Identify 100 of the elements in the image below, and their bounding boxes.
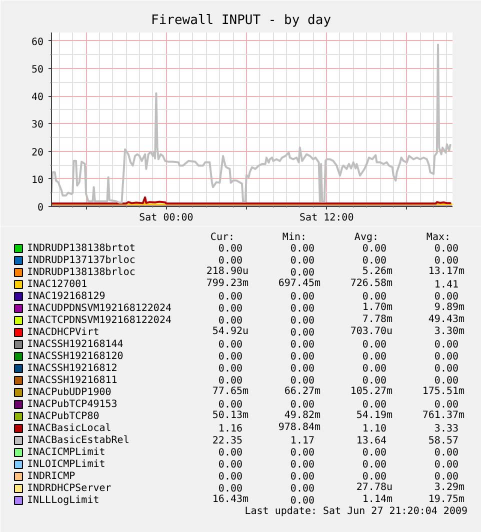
text: 0.00	[434, 400, 459, 411]
text: 0.00	[290, 292, 315, 303]
chart-title: Firewall INPUT - by day	[151, 13, 332, 28]
x-tick-label: Sat 00:00	[139, 212, 194, 224]
text: Avg:	[354, 232, 379, 243]
legend-label: INDRICMP	[27, 470, 76, 482]
legend-label: INACSSH192168120	[27, 350, 124, 362]
text: 175.51m	[422, 386, 465, 398]
text: 0.00	[362, 376, 387, 387]
text: 0.00	[434, 352, 459, 363]
text: 0.00	[218, 292, 243, 303]
text: 0.00	[290, 316, 315, 327]
text: 54.19m	[356, 410, 392, 422]
text: 13.17m	[428, 266, 464, 278]
legend-label: INDRUDP138138brtot	[27, 242, 136, 254]
text: 0.00	[434, 244, 459, 255]
legend-label: INACUDPDNSVM192168122024	[27, 302, 172, 314]
text: 3.29m	[434, 482, 465, 494]
legend-label: INAC127001	[27, 278, 88, 290]
text: 0.00	[434, 472, 459, 483]
text: 1.41	[434, 280, 459, 291]
text: 0.00	[218, 400, 243, 411]
text: 0.00	[290, 376, 315, 387]
y-tick-label: 20	[31, 147, 44, 158]
line-series	[52, 44, 452, 204]
text: 1.16	[218, 424, 243, 435]
text: 0.00	[218, 316, 243, 327]
text: 3.33	[434, 424, 459, 435]
text: 0.00	[218, 448, 243, 459]
text: 0.00	[218, 244, 243, 255]
text: 5.26m	[362, 266, 393, 278]
text: 16.43m	[212, 494, 248, 506]
text: 0.00	[290, 472, 315, 483]
text: Cur:	[210, 232, 235, 243]
text: 0.00	[434, 364, 459, 375]
text: 22.35	[212, 436, 243, 447]
text: 761.37m	[422, 410, 465, 422]
text: 726.58m	[350, 278, 393, 290]
text: 0.00	[218, 304, 243, 315]
text: 0.00	[290, 328, 315, 339]
text: 0.00	[362, 472, 387, 483]
text: 54.92u	[212, 326, 248, 338]
text: 0.00	[434, 460, 459, 471]
text: 0.00	[434, 292, 459, 303]
legend-label: INACDHCPVirt	[27, 326, 100, 338]
text: 1.10	[362, 424, 387, 435]
text: 0.00	[218, 352, 243, 363]
text: 0.00	[362, 292, 387, 303]
text: 1.17	[290, 436, 315, 447]
x-tick-label: Sat 12:00	[300, 212, 354, 224]
text: Last update: Sat Jun 27 21:20:04 2009	[244, 506, 468, 518]
legend-label: INACICMPLimit	[27, 446, 106, 458]
text: 0.00	[218, 484, 243, 495]
text: 0.00	[218, 472, 243, 483]
y-tick-label: 30	[31, 120, 44, 131]
text: 0.00	[290, 448, 315, 459]
text: 0.00	[434, 340, 459, 351]
legend-label: INACSSH192168144	[27, 338, 124, 350]
y-tick-label: 0	[37, 202, 44, 214]
y-tick-label: 50	[31, 64, 44, 76]
text: 0.00	[290, 364, 315, 375]
legend-label: INACSSH19216812	[27, 362, 118, 374]
text: Max:	[426, 232, 451, 243]
line-series	[52, 196, 452, 204]
text: 0.00	[362, 244, 387, 255]
text: 697.45m	[278, 278, 321, 290]
text: 0.00	[290, 460, 315, 471]
legend-label: INACBasicEstabRel	[27, 434, 130, 446]
text: 0.00	[362, 460, 387, 471]
text: 0.00	[290, 496, 315, 507]
legend-label: INACPubTCP80	[27, 410, 100, 422]
text: 0.00	[290, 256, 315, 267]
text: 13.64	[356, 436, 387, 447]
text: 0.00	[362, 256, 387, 267]
text: 0.00	[218, 340, 243, 351]
text: 703.70u	[350, 326, 393, 338]
text: 0.00	[290, 352, 315, 363]
legend-label: INACPubUDP1900	[27, 386, 112, 398]
y-tick-label: 60	[31, 36, 44, 48]
text: 799.23m	[206, 278, 249, 290]
text: 77.65m	[212, 386, 248, 398]
legend-label: INLLLogLimit	[27, 494, 100, 506]
text: 218.90u	[206, 266, 249, 278]
text: 978.84m	[278, 422, 321, 434]
text: 0.00	[290, 340, 315, 351]
text: 0.00	[218, 364, 243, 375]
legend-label: INLOICMPLimit	[27, 458, 106, 470]
text: 9.89m	[434, 302, 465, 314]
text: 0.00	[290, 268, 315, 279]
y-tick-label: 40	[31, 92, 44, 104]
text: 105.27m	[350, 386, 393, 398]
text: 7.78m	[362, 314, 393, 326]
y-tick-label: 10	[31, 174, 44, 186]
legend-label: INDRDHCPServer	[27, 482, 112, 494]
text: 58.57	[428, 436, 459, 447]
text: 50.13m	[212, 410, 248, 422]
text: 27.78u	[356, 482, 392, 494]
text: 66.27m	[284, 386, 320, 398]
text: 0.00	[434, 448, 459, 459]
text: 0.00	[434, 376, 459, 387]
